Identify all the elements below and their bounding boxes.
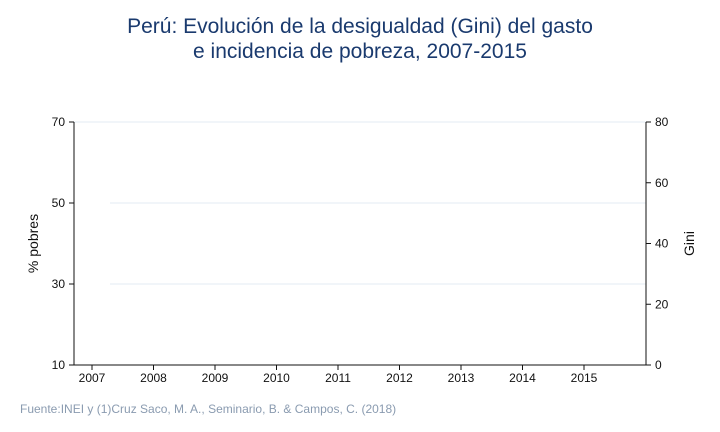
x-tick-label: 2014 [509,371,536,385]
x-tick-label: 2013 [448,371,475,385]
chart-title-line-2: e incidencia de pobreza, 2007-2015 [193,40,527,63]
left-tick-label: 10 [52,358,66,372]
left-tick-label: 70 [52,115,66,129]
x-tick-label: 2010 [263,371,290,385]
right-axis-title: Gini [681,231,697,256]
right-axis-ticks: 0 20 40 60 80 [646,115,669,372]
right-tick-label: 40 [655,237,669,251]
x-tick-label: 2012 [386,371,413,385]
x-tick-label: 2009 [202,371,229,385]
grid-lines [74,121,646,285]
chart-title: Perú: Evolución de la desigualdad (Gini)… [0,14,720,64]
left-axis-ticks: 10 30 50 70 [52,115,74,372]
source-footnote: Fuente:INEI y (1)Cruz Saco, M. A., Semin… [20,402,397,416]
left-axis-title: % pobres [25,214,41,273]
x-tick-label: 2007 [79,371,106,385]
right-tick-label: 80 [655,115,669,129]
axes [73,122,647,366]
chart-title-line-1: Perú: Evolución de la desigualdad (Gini)… [127,15,593,38]
x-tick-label: 2015 [571,371,598,385]
right-tick-label: 0 [655,358,662,372]
left-tick-label: 30 [52,277,66,291]
right-tick-label: 20 [655,297,669,311]
x-tick-label: 2008 [140,371,167,385]
x-tick-label: 2011 [325,371,351,385]
left-tick-label: 50 [52,196,66,210]
x-axis-ticks: 2007 2008 2009 2010 2011 2012 2013 2014 2015 [79,365,598,385]
right-tick-label: 60 [655,176,669,190]
